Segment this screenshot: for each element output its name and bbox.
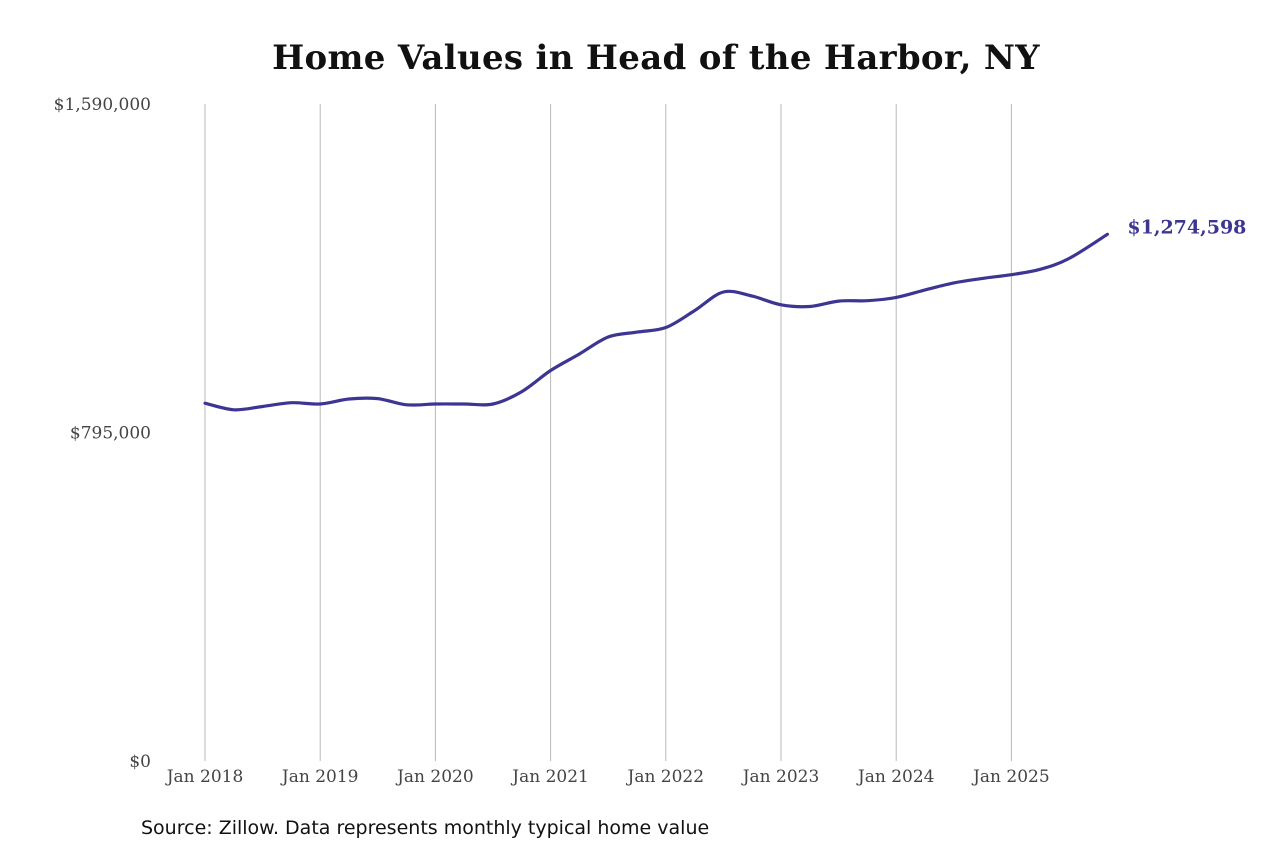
x-axis-tick-labels: Jan 2018 Jan 2019 Jan 2020 Jan 2021 Jan 2022… (165, 767, 1050, 787)
y-tick-label: $1,590,000 (54, 95, 151, 115)
series-layer (203, 232, 1109, 412)
x-tick-label: Jan 2020 (395, 767, 474, 787)
x-tick-label: Jan 2021 (510, 767, 589, 787)
end-value-label: $1,274,598 (1127, 216, 1246, 238)
x-tick-label: Jan 2018 (165, 767, 244, 787)
x-tick-label: Jan 2024 (856, 767, 935, 787)
x-tick-label: Jan 2023 (741, 767, 820, 787)
source-note: Source: Zillow. Data represents monthly … (141, 817, 710, 839)
chart-title: Home Values in Head of the Harbor, NY (272, 38, 1040, 78)
end-label-layer: $1,274,598 (1127, 216, 1246, 238)
x-tick-label: Jan 2025 (971, 767, 1050, 787)
x-tick-label: Jan 2019 (280, 767, 359, 787)
y-tick-label: $795,000 (70, 424, 151, 444)
y-tick-label: $0 (129, 752, 151, 772)
y-axis-tick-labels: $0 $795,000 $1,590,000 (54, 95, 151, 772)
x-tick-label: Jan 2022 (626, 767, 705, 787)
vertical-gridlines (204, 104, 1012, 761)
series-line (203, 232, 1109, 412)
